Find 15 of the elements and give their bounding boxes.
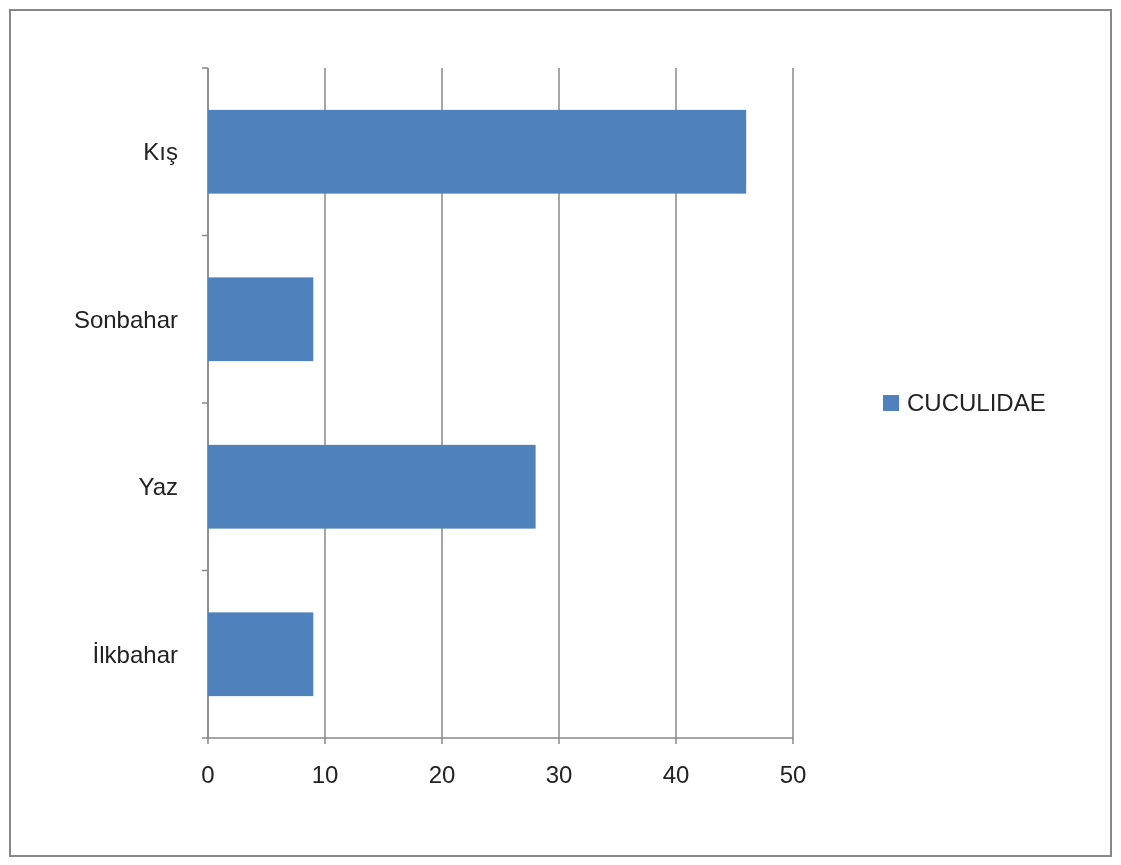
bar <box>208 109 747 194</box>
bar <box>208 277 314 362</box>
y-tick-label: Sonbahar <box>73 305 178 333</box>
x-tick-label: 50 <box>779 761 807 788</box>
x-tick-label: 30 <box>545 761 573 788</box>
y-tick-label: İlkbahar <box>92 640 178 668</box>
bar <box>208 444 536 529</box>
x-tick-label: 0 <box>201 761 215 788</box>
x-tick-label: 10 <box>311 761 339 788</box>
x-tick-label: 20 <box>428 761 456 788</box>
bar <box>208 612 314 697</box>
legend-label: CUCULIDAE <box>907 389 1046 417</box>
y-tick-label: Yaz <box>138 473 178 501</box>
y-tick-label: Kış <box>143 138 178 166</box>
x-tick-label: 40 <box>662 761 690 788</box>
